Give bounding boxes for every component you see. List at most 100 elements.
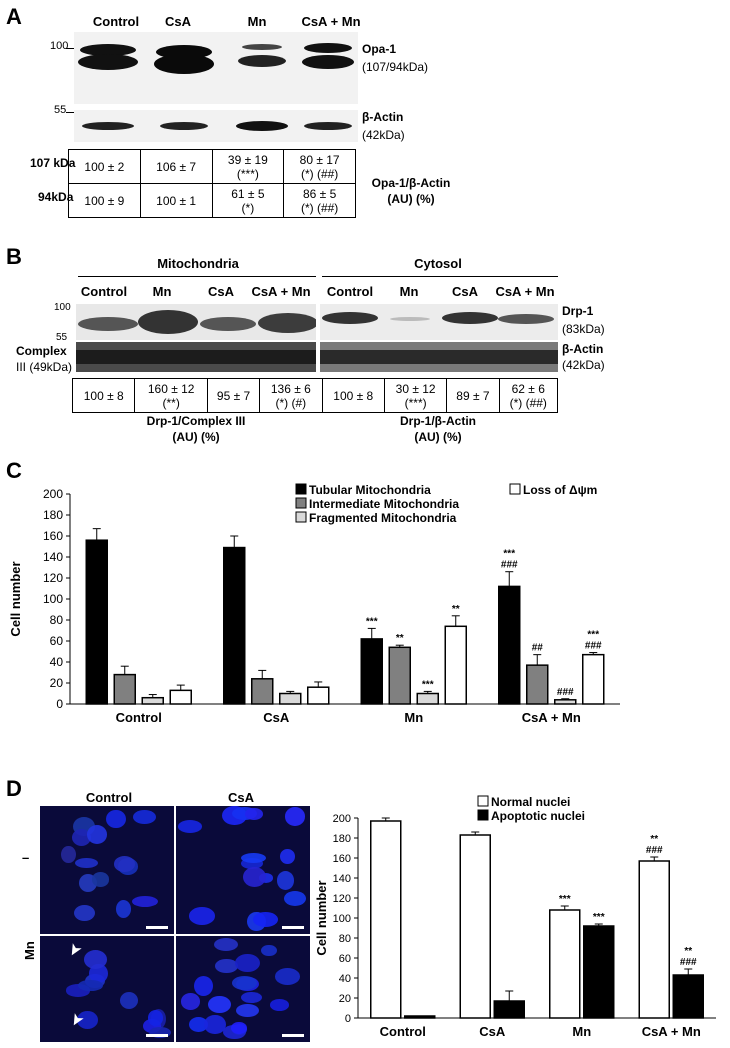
nucleus — [106, 809, 126, 829]
significance-label: ** — [684, 946, 692, 957]
image-col-label: Control — [85, 790, 133, 805]
y-tick-label: 140 — [333, 873, 351, 885]
quant-label: (AU) (%) — [172, 430, 220, 444]
nucleus — [204, 1014, 227, 1035]
legend-swatch — [295, 511, 307, 523]
marker-tick — [66, 112, 74, 113]
y-tick-label: 100 — [43, 592, 63, 606]
quant-cell: 61 ± 5 (*) — [211, 183, 285, 218]
marker-tick — [66, 48, 74, 49]
y-axis-label: Cell number — [8, 561, 23, 636]
group-underline — [78, 276, 316, 277]
nucleus — [285, 807, 305, 826]
y-tick-label: 40 — [339, 973, 351, 985]
band-size: (42kDa) — [562, 358, 605, 372]
quant-cell: 89 ± 7 — [446, 378, 500, 413]
nucleus — [149, 1026, 172, 1038]
quant-cell: 106 ± 7 — [139, 149, 213, 184]
bar — [526, 664, 549, 705]
quant-cell: 62 ± 6 (*) (##) — [498, 378, 559, 413]
quant-label: (AU) (%) — [414, 430, 462, 444]
quant-cell: 100 ± 9 — [68, 183, 141, 218]
nucleus — [177, 820, 202, 833]
significance-label: ### — [585, 641, 602, 652]
nucleus — [252, 912, 279, 927]
legend-swatch — [295, 483, 307, 495]
nucleus — [91, 872, 110, 887]
band-name: Opa-1 — [362, 42, 397, 56]
lane-label: Mn — [152, 284, 172, 299]
bar — [638, 860, 670, 1019]
lane-label: CsA + Mn — [495, 284, 555, 299]
panel-b-letter: B — [6, 244, 22, 269]
bar — [404, 1015, 436, 1019]
nucleus — [245, 807, 263, 820]
quant-label: Drp-1/β-Actin — [400, 414, 476, 428]
significance-label: *** — [422, 679, 434, 690]
band-name: β-Actin — [362, 110, 404, 124]
y-tick-label: 60 — [50, 634, 64, 648]
y-tick-label: 80 — [50, 613, 64, 627]
bar — [498, 585, 521, 705]
nucleus — [234, 953, 260, 972]
lane-label: CsA — [207, 284, 234, 299]
y-tick-label: 120 — [43, 571, 63, 585]
y-tick-label: 100 — [333, 913, 351, 925]
category-label: CsA — [479, 1024, 506, 1039]
bar — [444, 625, 467, 705]
bar — [141, 696, 164, 705]
bar — [549, 909, 581, 1019]
y-tick-label: 0 — [345, 1013, 351, 1025]
significance-label: *** — [503, 549, 515, 560]
quant-cell: 39 ± 19 (***) — [211, 149, 285, 184]
nucleus — [77, 1011, 99, 1029]
bar — [307, 686, 330, 705]
bar — [672, 974, 704, 1019]
bar — [582, 653, 605, 705]
quant-cell: 100 ± 2 — [68, 149, 141, 184]
nucleus — [231, 975, 258, 990]
lane-label: CsA + Mn — [251, 284, 311, 299]
quant-cell: 86 ± 5 (*) (##) — [283, 183, 356, 218]
y-axis-label: Cell number — [314, 880, 329, 955]
category-label: Control — [116, 710, 162, 725]
category-label: CsA + Mn — [522, 710, 581, 725]
image-col-label: CsA — [227, 790, 254, 805]
micrograph-control — [40, 806, 174, 934]
nucleus — [193, 976, 213, 996]
y-tick-label: 200 — [333, 813, 351, 825]
lane-label: Control — [326, 284, 374, 299]
legend-label: Normal nuclei — [491, 795, 570, 809]
mitochondria-morphology-chart: 0 20 40 60 80 100 120 140 160 180 200 Cell number Co… — [8, 483, 620, 725]
legend-label: Apoptotic nuclei — [491, 809, 585, 823]
nucleus — [115, 900, 131, 918]
y-tick-label: 160 — [43, 529, 63, 543]
nucleus — [113, 856, 135, 873]
band-size: (107/94kDa) — [362, 60, 429, 74]
quant-cell: 160 ± 12 (**) — [134, 378, 208, 413]
scale-bar — [282, 1034, 304, 1037]
lane-label: CsA + Mn — [301, 14, 361, 29]
band-name: Drp-1 — [562, 304, 594, 318]
y-tick-label: 120 — [333, 893, 351, 905]
panel-a-letter: A — [6, 4, 22, 29]
drp1-quant-table: 100 ± 8 160 ± 12 (**) 95 ± 7 136 ± 6 (*) (… — [71, 378, 559, 413]
bar — [251, 678, 274, 705]
bar — [493, 1000, 525, 1019]
complex3-blot — [76, 342, 316, 372]
scale-bar — [282, 926, 304, 929]
significance-label: *** — [559, 894, 571, 905]
band-name: β-Actin — [562, 342, 604, 356]
legend-swatch — [295, 497, 307, 509]
actin-blot-a — [74, 110, 358, 142]
significance-label: ### — [680, 957, 697, 968]
opa1-blot — [74, 32, 358, 104]
bar — [169, 689, 192, 705]
quant-label: (AU) (%) — [387, 192, 435, 206]
y-tick-label: 160 — [333, 853, 351, 865]
bar — [360, 638, 383, 705]
bar — [113, 673, 136, 705]
actin-blot-b — [320, 342, 558, 372]
row-label: 94kDa — [38, 190, 74, 204]
lane-label: Mn — [399, 284, 419, 299]
